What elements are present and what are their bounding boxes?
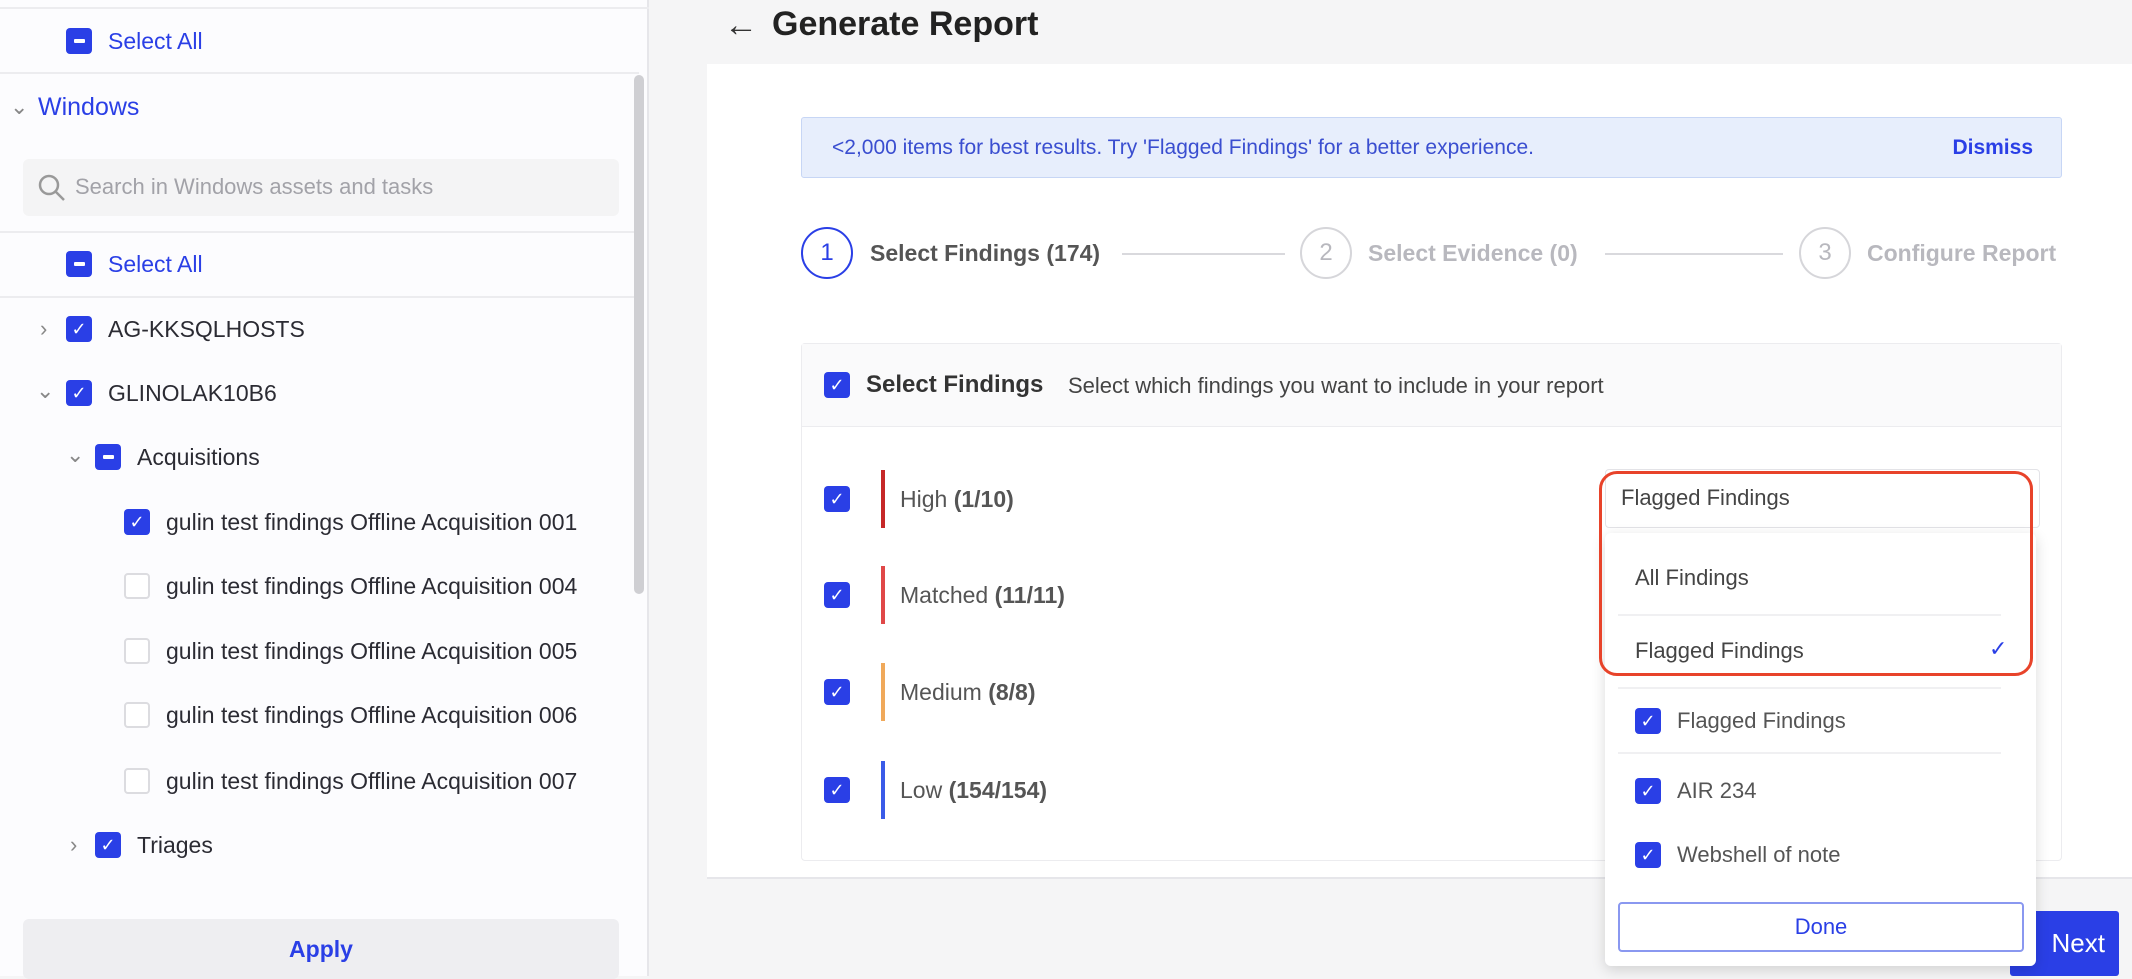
finding-checkbox-matched[interactable]: ✓ [824,582,850,608]
finding-name: High [900,486,948,512]
findings-header [802,344,2061,427]
tree-checkbox[interactable] [95,444,121,470]
select-findings-checkbox[interactable]: ✓ [824,372,850,398]
severity-bar-medium [881,663,885,721]
step-2-label: Select Evidence (0) [1368,240,1578,266]
finding-name: Low [900,777,943,803]
findings-subtitle: Select which findings you want to includ… [1068,373,1604,398]
severity-bar-low [881,761,885,819]
step-connector [1122,253,1285,255]
tree-checkbox[interactable]: ✓ [66,316,92,342]
finding-count: (11/11) [994,582,1065,608]
select-all-label[interactable]: Select All [108,251,203,277]
done-button[interactable]: Done [1618,902,2024,952]
finding-count: (1/10) [953,486,1014,512]
finding-checkbox-high[interactable]: ✓ [824,486,850,512]
finding-name: Matched [900,582,989,608]
tree-item-triages[interactable]: Triages [137,832,213,858]
tree-checkbox[interactable]: ✓ [95,832,121,858]
tag-checkbox[interactable]: ✓ [1635,842,1661,868]
severity-bar-high [881,470,885,528]
finding-count: (8/8) [988,679,1036,705]
check-icon: ✓ [1989,636,2008,661]
chevron-down-icon[interactable]: ⌄ [10,94,29,119]
divider [0,296,639,298]
search-placeholder: Search in Windows assets and tasks [75,174,434,199]
tag-air-234[interactable]: AIR 234 [1677,778,1757,803]
tree-checkbox[interactable]: ✓ [124,509,150,535]
tree-item-acquisition[interactable]: gulin test findings Offline Acquisition … [166,638,578,664]
tree-item-acquisition[interactable]: gulin test findings Offline Acquisition … [166,573,578,599]
step-1-circle: 1 [801,227,853,279]
page-title: Generate Report [772,5,1039,43]
back-arrow-icon[interactable]: ← [724,6,758,44]
tree-checkbox[interactable] [124,702,150,728]
step-connector [1605,253,1783,255]
tree-item-acquisitions[interactable]: Acquisitions [137,444,260,470]
divider [1618,687,2001,689]
divider [1618,752,2001,754]
chevron-down-icon[interactable]: ⌄ [36,378,55,403]
apply-button[interactable]: Apply [23,919,619,979]
filter-dropdown-menu: All Findings Flagged Findings ✓ ✓ Flagge… [1605,533,2036,966]
tree-item-acquisition[interactable]: gulin test findings Offline Acquisition … [166,509,578,535]
select-all-checkbox[interactable] [66,251,92,277]
tree-item-acquisition[interactable]: gulin test findings Offline Acquisition … [166,702,578,728]
tag-webshell-of-note[interactable]: Webshell of note [1677,842,1841,867]
chevron-right-icon[interactable]: › [40,316,48,341]
finding-count: (154/154) [948,777,1048,803]
step-3-circle: 3 [1799,227,1851,279]
tree-checkbox[interactable]: ✓ [66,380,92,406]
filter-select[interactable]: Flagged Findings [1605,469,2040,528]
tag-flagged-findings[interactable]: Flagged Findings [1677,708,1846,733]
step-2-circle: 2 [1300,227,1352,279]
next-label: Next [2051,928,2105,958]
select-all-top-checkbox[interactable] [66,28,92,54]
finding-checkbox-medium[interactable]: ✓ [824,679,850,705]
option-flagged-findings[interactable]: Flagged Findings [1635,638,1804,663]
apply-label: Apply [289,935,353,962]
finding-name: Medium [900,679,982,705]
dismiss-button[interactable]: Dismiss [1952,136,2033,159]
divider [0,231,639,233]
done-label: Done [1794,914,1848,939]
findings-title: Select Findings [866,371,1044,398]
divider [1618,614,2001,616]
filter-select-value: Flagged Findings [1621,485,1790,510]
finding-checkbox-low[interactable]: ✓ [824,777,850,803]
step-3-label: Configure Report [1867,240,2057,266]
step-1-label: Select Findings (174) [870,240,1101,266]
search-icon [38,174,65,201]
tree-item-acquisition[interactable]: gulin test findings Offline Acquisition … [166,768,578,794]
divider [0,72,639,74]
banner-text: <2,000 items for best results. Try 'Flag… [832,136,1534,159]
chevron-right-icon[interactable]: › [70,832,78,857]
search-input[interactable]: Search in Windows assets and tasks [23,159,619,216]
section-windows[interactable]: Windows [38,93,140,121]
sidebar: Select All ⌄ Windows Search in Windows a… [0,0,649,979]
divider [0,7,649,9]
tree-item-ag-kksqlhosts[interactable]: AG-KKSQLHOSTS [108,316,305,342]
sidebar-scrollbar[interactable] [634,75,644,594]
tree-checkbox[interactable] [124,768,150,794]
footer-divider [707,877,2132,879]
chevron-down-icon[interactable]: ⌄ [66,442,85,467]
tree-checkbox[interactable] [124,573,150,599]
tree-checkbox[interactable] [124,638,150,664]
select-all-top-label[interactable]: Select All [108,28,203,54]
severity-bar-matched [881,566,885,624]
option-all-findings[interactable]: All Findings [1635,565,1749,590]
info-banner: <2,000 items for best results. Try 'Flag… [801,117,2062,178]
tag-checkbox[interactable]: ✓ [1635,708,1661,734]
tag-checkbox[interactable]: ✓ [1635,778,1661,804]
tree-item-glinolak10b6[interactable]: GLINOLAK10B6 [108,380,277,406]
